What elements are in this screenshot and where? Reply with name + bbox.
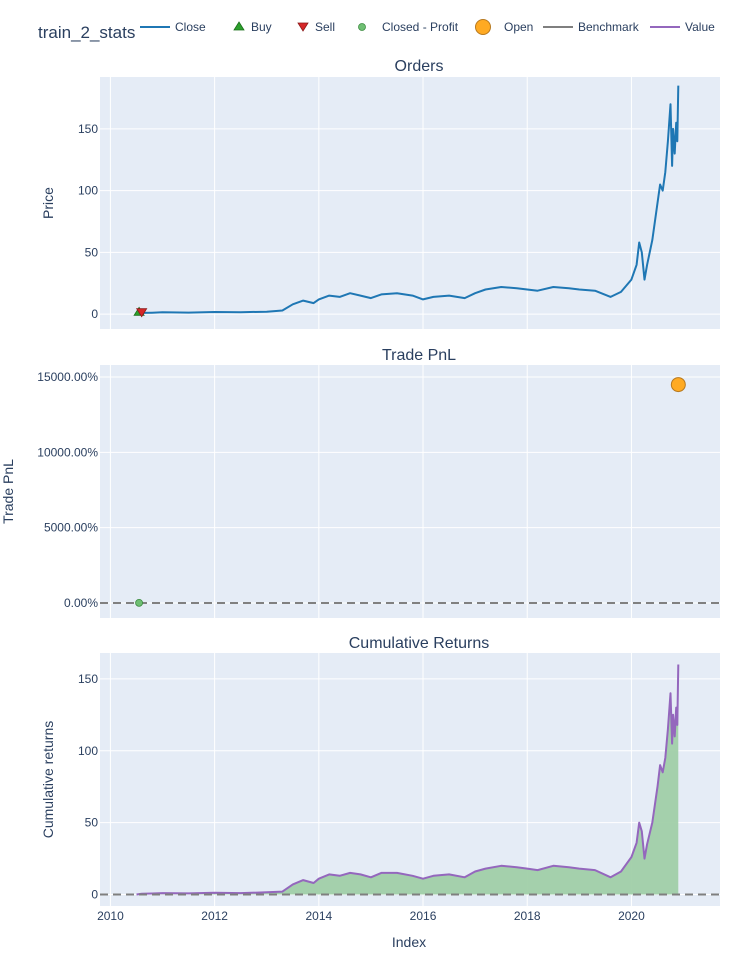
sell-marker[interactable]	[135, 308, 148, 318]
x-tick-label: 2012	[201, 909, 228, 923]
legend[interactable]: Close Buy Sell Closed - Profit Open Benchmark…	[140, 19, 715, 35]
plot-area	[100, 77, 720, 329]
legend-label: Close	[175, 20, 206, 34]
legend-item-open[interactable]: Open	[475, 19, 534, 35]
y-tick-label: 100	[78, 744, 98, 758]
y-tick-label: 0.00%	[64, 596, 98, 610]
panel-cumulative-returns: 0 50 100 150 Cumulative Returns Cumulative re…	[40, 635, 720, 923]
y-tick-label: 50	[85, 245, 99, 259]
panel-orders: 0 50 100 150 Orders Price	[40, 58, 720, 329]
legend-label: Sell	[315, 20, 335, 34]
legend-item-closed-profit[interactable]: Closed - Profit	[358, 20, 459, 34]
legend-item-benchmark[interactable]: Benchmark	[543, 20, 640, 34]
y-tick-label: 15000.00%	[37, 370, 98, 384]
triangle-down-icon	[297, 22, 309, 32]
y-axis-title: Trade PnL	[0, 459, 16, 524]
y-tick-label: 0	[91, 888, 98, 902]
panel-title: Orders	[395, 58, 444, 75]
plot-area	[100, 365, 720, 618]
panels: 050100150OrdersPrice0.00%5000.00%10000.0…	[0, 58, 720, 923]
legend-label: Closed - Profit	[382, 20, 459, 34]
open-trade-marker[interactable]	[670, 377, 686, 393]
series-close-line	[136, 85, 680, 314]
series-value-area	[136, 664, 679, 895]
series-value-line	[136, 664, 680, 896]
y-tick-label: 50	[85, 816, 99, 830]
x-tick-label: 2010	[97, 909, 124, 923]
y-tick-label: 0	[91, 307, 98, 321]
panel-title: Cumulative Returns	[349, 635, 490, 652]
panel-title: Trade PnL	[382, 347, 456, 364]
x-tick-label: 2020	[618, 909, 645, 923]
circle-icon	[358, 23, 366, 31]
y-axis-title: Price	[40, 187, 56, 219]
y-tick-label: 150	[78, 122, 98, 136]
x-tick-label: 2016	[410, 909, 437, 923]
legend-label: Open	[504, 20, 533, 34]
triangle-up-icon	[233, 21, 245, 31]
legend-label: Value	[685, 20, 715, 34]
y-tick-label: 100	[78, 184, 98, 198]
legend-item-close[interactable]: Close	[140, 20, 206, 34]
x-tick-label: 2018	[514, 909, 541, 923]
y-axis-title: Cumulative returns	[40, 721, 56, 839]
legend-label: Buy	[251, 20, 272, 34]
legend-item-buy[interactable]: Buy	[233, 20, 272, 34]
x-tick-label: 2014	[305, 909, 332, 923]
circle-big-icon	[475, 19, 491, 35]
plot-area	[100, 653, 720, 906]
y-tick-label: 150	[78, 672, 98, 686]
legend-item-sell[interactable]: Sell	[297, 20, 335, 34]
x-axis-title: Index	[392, 934, 426, 950]
y-tick-label: 10000.00%	[37, 445, 98, 459]
panel-trade-pnl: 0.00% 5000.00% 10000.00% 15000.00% Trade PnL…	[0, 347, 720, 618]
closed-profit-marker[interactable]	[135, 598, 143, 607]
y-tick-label: 5000.00%	[44, 521, 98, 535]
legend-item-value[interactable]: Value	[650, 20, 715, 34]
legend-label: Benchmark	[578, 20, 640, 34]
figure-title: train_2_stats	[38, 23, 135, 42]
